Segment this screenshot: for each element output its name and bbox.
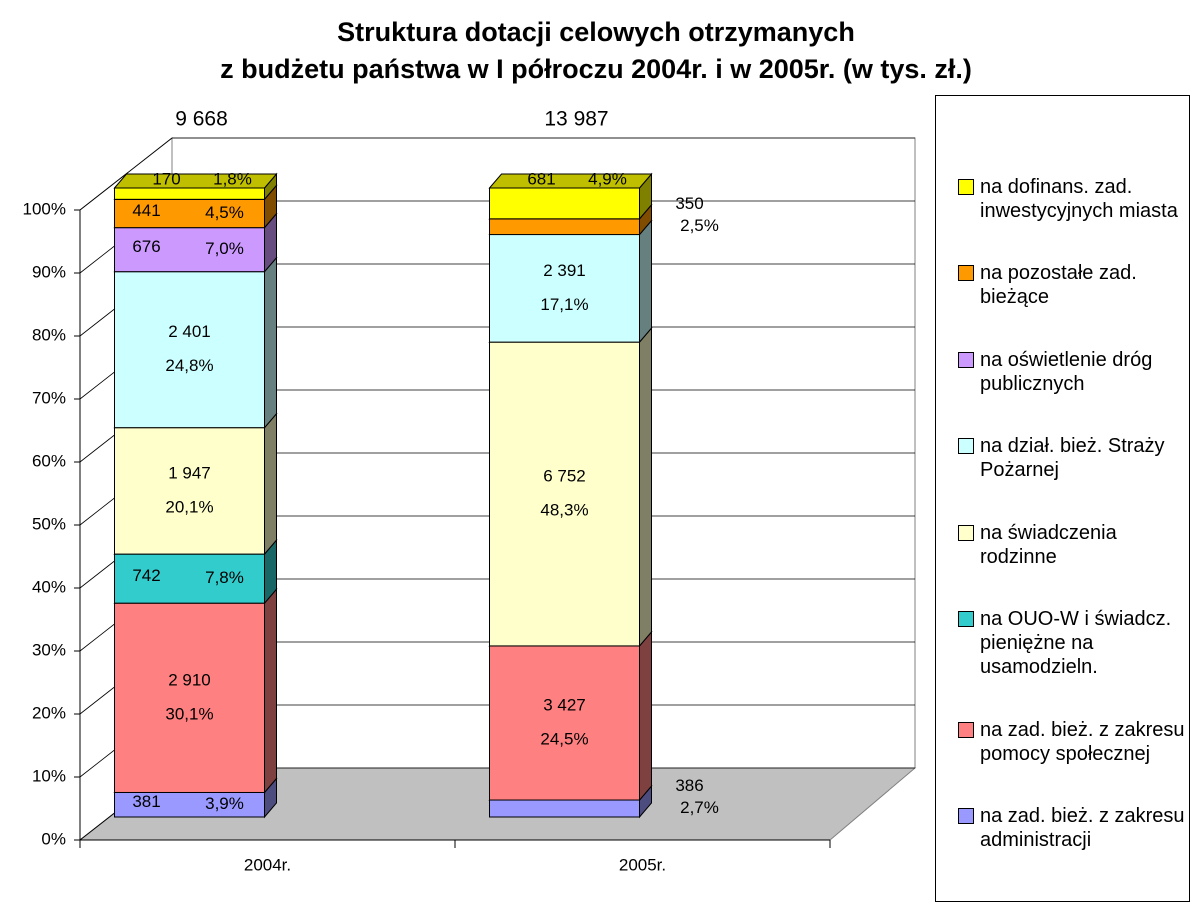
legend-swatch (958, 611, 974, 628)
value-label: 3,9% (205, 794, 244, 813)
chart: 0% 10% 20% 30% 40% 50% 60% 70% 80% 90% 100% 2004r. 9… (23, 108, 917, 874)
y-tick-label: 70% (32, 388, 66, 407)
chart-title: Struktura dotacji celowych otrzymanych z… (0, 14, 1192, 88)
y-tick-label: 100% (23, 199, 66, 218)
bar-side (264, 256, 277, 430)
y-tick-label: 0% (41, 829, 66, 848)
bar-top (113, 173, 278, 189)
bar-side (639, 630, 652, 802)
legend-item: na OUO-W i świadcz. pieniężne na usamodz… (936, 607, 1189, 679)
y-tick-label: 60% (32, 451, 66, 470)
value-label: 7,0% (205, 239, 244, 258)
bar-segment (114, 427, 265, 555)
legend-swatch (958, 351, 974, 368)
legend-item: na zad. bież. z zakresu administracji (936, 804, 1189, 852)
y-tick-label: 50% (32, 514, 66, 533)
bar-side (639, 326, 652, 648)
legend-swatch (958, 438, 974, 455)
value-label: 2,5% (680, 216, 719, 235)
amount-label: 742 (132, 566, 160, 585)
legend-item: na zad. bież. z zakresu pomocy społeczne… (936, 718, 1189, 766)
value-label: 7,8% (205, 568, 244, 587)
amount-label: 1 947 (168, 463, 211, 482)
amount-label: 381 (132, 792, 160, 811)
amount-label: 170 (152, 169, 180, 188)
bar-segment (489, 341, 640, 647)
value-label: 20,1% (165, 497, 213, 516)
value-label: 24,8% (165, 356, 213, 375)
amount-label: 386 (675, 776, 703, 795)
amount-label: 2 910 (168, 670, 211, 689)
y-tick-label: 40% (32, 577, 66, 596)
bar-side (264, 412, 277, 556)
total-label: 13 987 (544, 108, 608, 131)
legend-label: na zad. bież. z zakresu administracji (980, 805, 1185, 852)
legend-label: na dofinans. zad. inwestycyjnych miasta (980, 175, 1178, 222)
bar-top (488, 173, 653, 189)
value-label: 4,5% (205, 203, 244, 222)
total-label: 9 668 (175, 108, 228, 131)
amount-label: 441 (132, 201, 160, 220)
amount-label: 6 752 (543, 466, 586, 485)
bar-segment (114, 271, 265, 429)
y-tick-label: 10% (32, 766, 66, 785)
y-tick-label: 90% (32, 262, 66, 281)
legend-swatch (958, 808, 974, 825)
value-label: 1,8% (213, 169, 252, 188)
value-label: 17,1% (540, 295, 588, 314)
title-line: Struktura dotacji celowych otrzymanych (337, 17, 855, 47)
bar-segment (114, 602, 265, 793)
bar-segment (489, 218, 640, 236)
amount-label: 681 (527, 169, 555, 188)
value-label: 24,5% (540, 729, 588, 748)
amount-label: 2 401 (168, 322, 211, 341)
amount-label: 676 (132, 237, 160, 256)
legend: na dofinans. zad. inwestycyjnych miasta n… (935, 95, 1190, 902)
legend-label: na pozostałe zad. bieżące (980, 262, 1137, 309)
y-tick-label: 20% (32, 703, 66, 722)
bar-side (639, 219, 652, 344)
legend-item: na dofinans. zad. inwestycyjnych miasta (936, 175, 1189, 223)
y-tick-label: 30% (32, 640, 66, 659)
value-label: 4,9% (588, 169, 627, 188)
bar-segment (114, 187, 265, 200)
bar-segment (114, 227, 265, 273)
bar-segment (489, 187, 640, 220)
legend-swatch (958, 178, 974, 195)
amount-label: 2 391 (543, 261, 586, 280)
legend-label: na dział. bież. Straży Pożarnej (980, 435, 1165, 482)
amount-label: 3 427 (543, 695, 586, 714)
legend-item: na dział. bież. Straży Pożarnej (936, 434, 1189, 482)
legend-label: na zad. bież. z zakresu pomocy społeczne… (980, 718, 1185, 765)
x-tick-label: 2004r. (244, 855, 291, 874)
bar-segment (489, 234, 640, 343)
legend-label: na oświetlenie dróg publicznych (980, 348, 1153, 395)
legend-label: na OUO-W i świadcz. pieniężne na usamodz… (980, 608, 1172, 679)
x-tick-label: 2005r. (619, 855, 666, 874)
title-line: z budżetu państwa w I półroczu 2004r. i … (220, 54, 972, 84)
legend-item: na oświetlenie dróg publicznych (936, 348, 1189, 396)
legend-item: na świadczenia rodzinne (936, 521, 1189, 569)
bar-segment (489, 799, 640, 818)
legend-swatch (958, 524, 974, 541)
value-label: 2,7% (680, 798, 719, 817)
y-tick-label: 80% (32, 325, 66, 344)
bar-side (264, 587, 277, 794)
bar-segment (114, 553, 265, 604)
value-label: 48,3% (540, 500, 588, 519)
bar-segment (489, 645, 640, 801)
legend-swatch (958, 265, 974, 282)
bar-segment (114, 791, 265, 818)
amount-label: 350 (675, 194, 703, 213)
legend-label: na świadczenia rodzinne (980, 521, 1117, 568)
value-label: 30,1% (165, 704, 213, 723)
bar-segment (114, 198, 265, 229)
legend-item: na pozostałe zad. bieżące (936, 261, 1189, 309)
legend-swatch (958, 721, 974, 738)
